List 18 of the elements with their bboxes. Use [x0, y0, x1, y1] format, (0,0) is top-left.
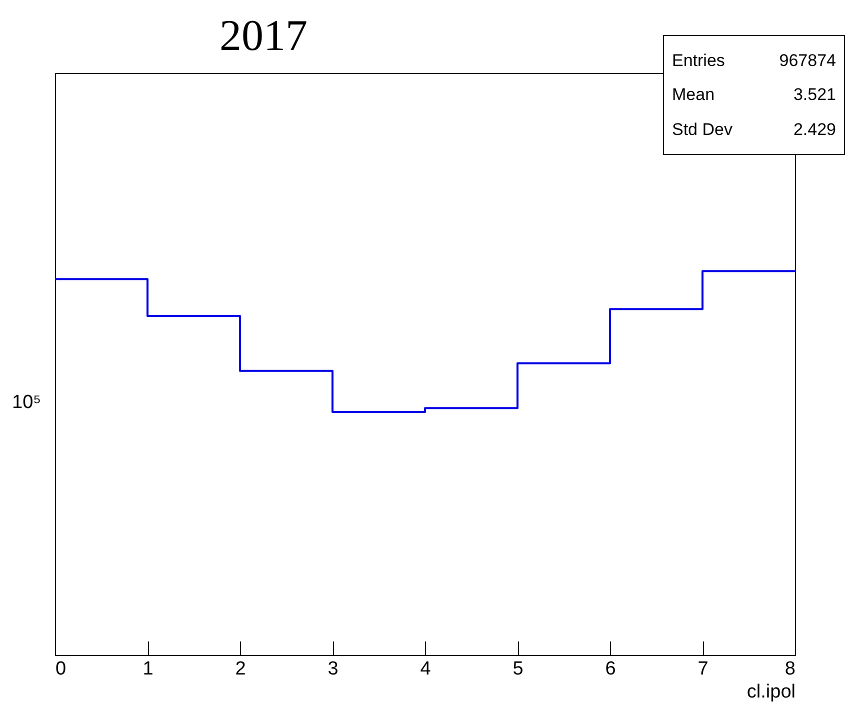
x-axis-title: cl.ipol — [746, 682, 796, 702]
x-tick-label: 7 — [698, 658, 708, 680]
x-tick-label: 5 — [512, 658, 524, 680]
text: 967874 — [778, 50, 836, 70]
text: 10⁵ — [12, 392, 42, 414]
text: 2.429 — [792, 120, 836, 140]
x-tick-label: 2 — [235, 658, 246, 680]
text: Mean — [672, 85, 716, 105]
x-tick-label: 1 — [142, 658, 154, 680]
text: Entries — [672, 50, 726, 70]
text: Std Dev — [672, 120, 734, 140]
chart-title: 2017 — [220, 11, 308, 60]
x-tick-label: 8 — [784, 658, 796, 680]
x-tick-label: 6 — [605, 658, 616, 680]
x-tick-label: 0 — [56, 658, 66, 680]
text: 3.521 — [792, 85, 836, 105]
x-tick-label: 3 — [328, 658, 338, 680]
x-tick-label: 4 — [420, 658, 432, 680]
